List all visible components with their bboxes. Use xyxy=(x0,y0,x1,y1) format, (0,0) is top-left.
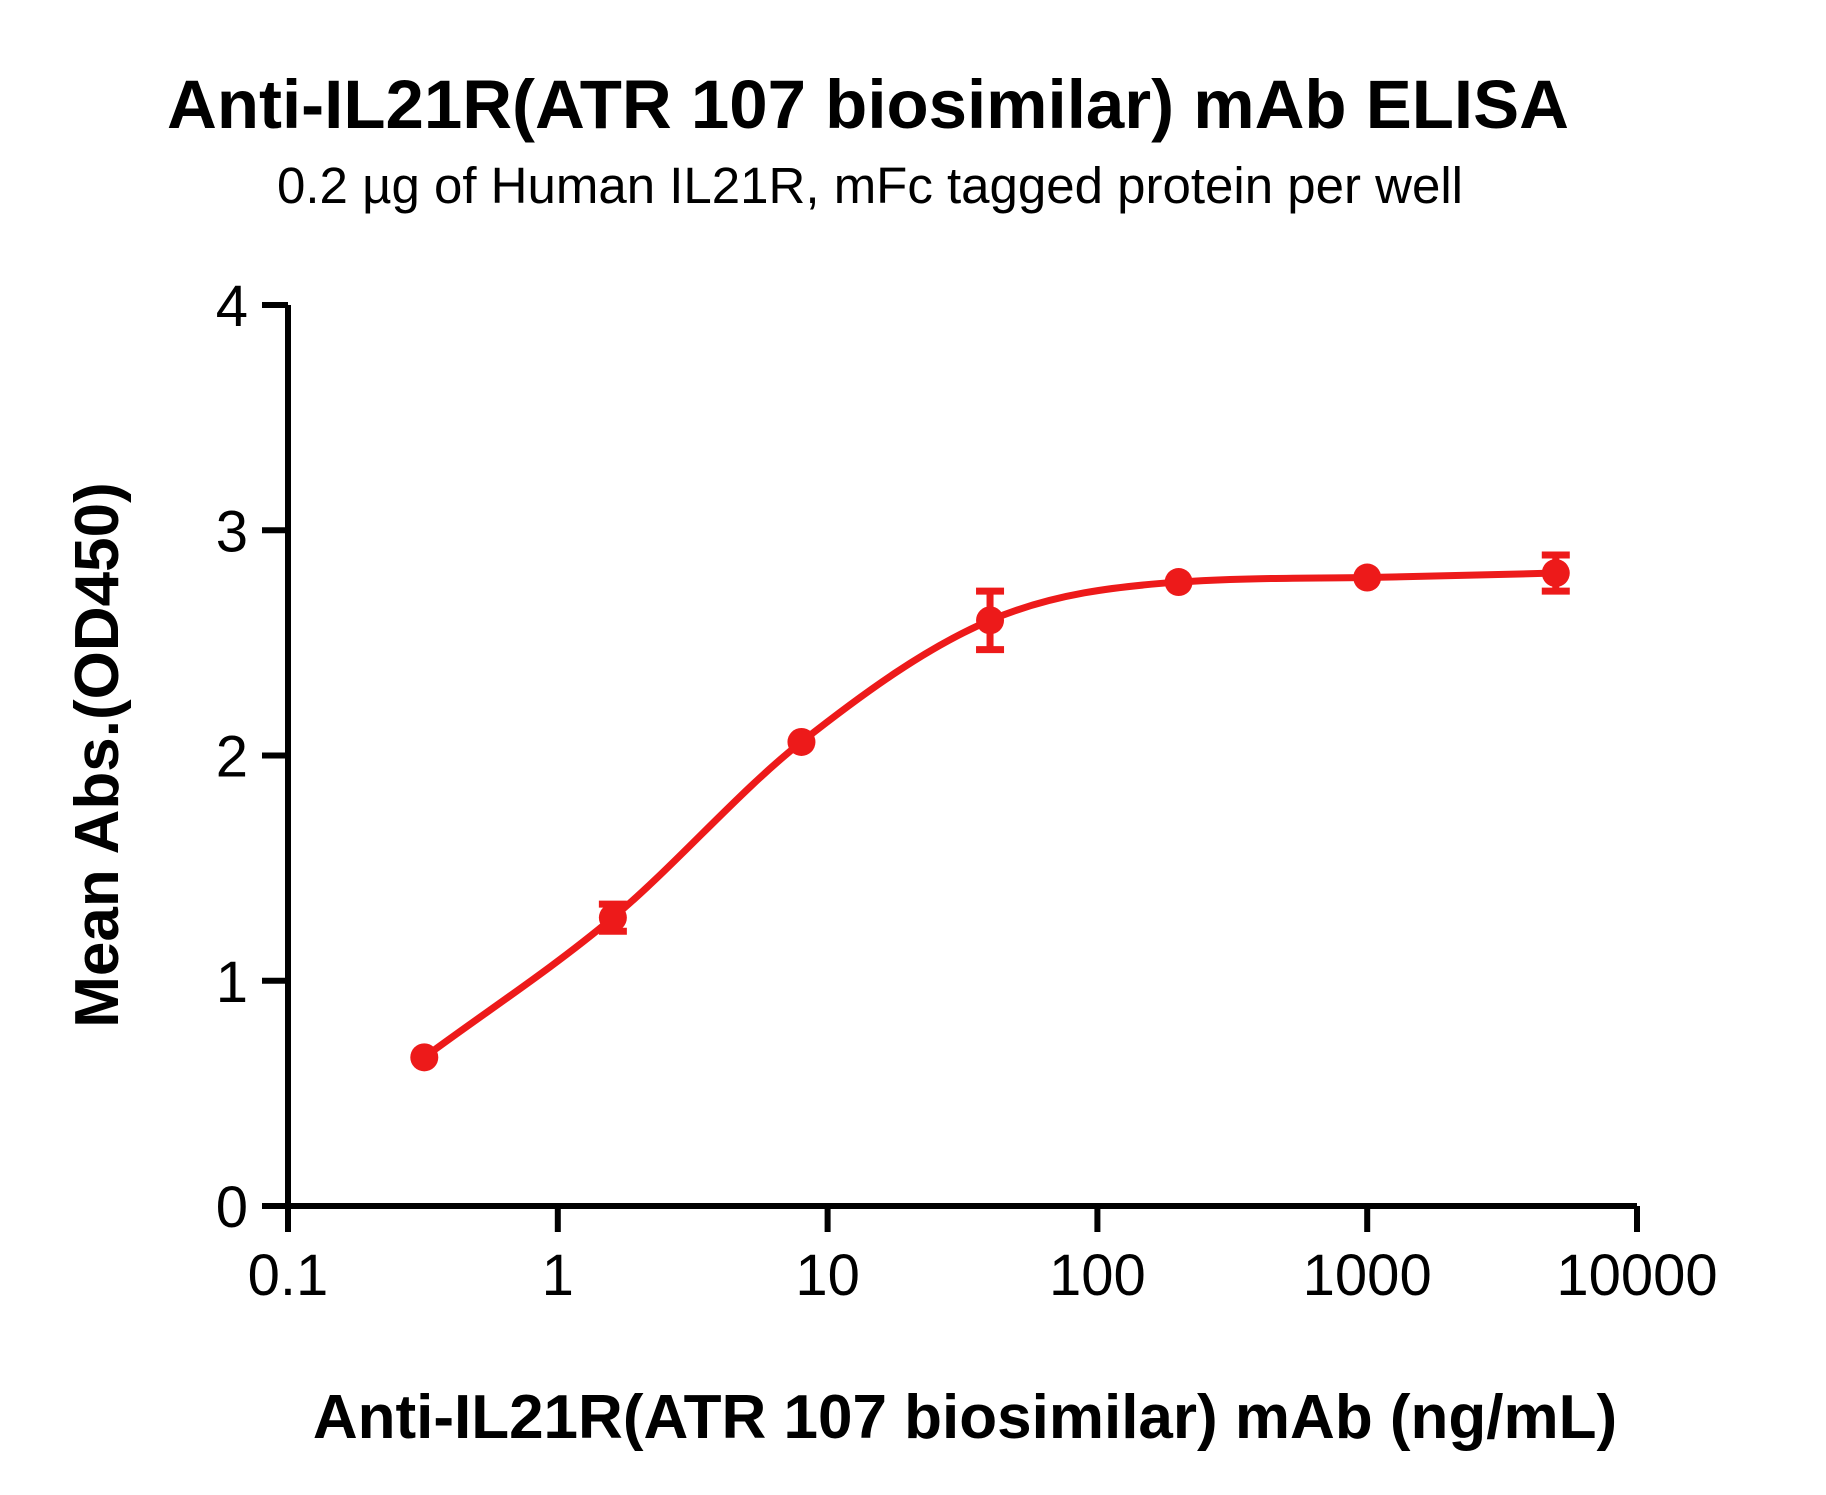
chart-title: Anti-IL21R(ATR 107 biosimilar) mAb ELISA xyxy=(167,66,1569,143)
y-tick-label-2: 2 xyxy=(216,725,248,790)
y-tick-label-3: 3 xyxy=(216,499,248,564)
x-tick-label-10: 10 xyxy=(795,1243,860,1308)
data-point-40 xyxy=(976,606,1005,635)
x-tick-label-100: 100 xyxy=(1049,1243,1146,1308)
y-tick-label-4: 4 xyxy=(216,274,248,339)
plot-area: 0 1 2 3 4 0.1 1 10 100 1000 10000 xyxy=(216,274,1718,1308)
data-point-5000 xyxy=(1541,559,1570,588)
x-tick-label-1000: 1000 xyxy=(1303,1243,1432,1308)
chart-subtitle: 0.2 µg of Human IL21R, mFc tagged protei… xyxy=(277,157,1463,214)
y-tick-label-0: 0 xyxy=(216,1175,248,1240)
x-axis-title: Anti-IL21R(ATR 107 biosimilar) mAb (ng/m… xyxy=(313,1383,1617,1452)
data-point-1.6 xyxy=(598,903,627,932)
x-tick-label-1: 1 xyxy=(542,1243,574,1308)
x-tick-label-10000: 10000 xyxy=(1556,1243,1717,1308)
data-point-0.32 xyxy=(410,1043,439,1072)
data-point-1000 xyxy=(1353,563,1382,592)
y-tick-label-1: 1 xyxy=(216,950,248,1015)
data-point-200 xyxy=(1164,568,1193,597)
y-axis-title: Mean Abs.(OD450) xyxy=(63,482,132,1028)
data-point-8 xyxy=(787,727,816,756)
x-tick-label-0.1: 0.1 xyxy=(248,1243,329,1308)
